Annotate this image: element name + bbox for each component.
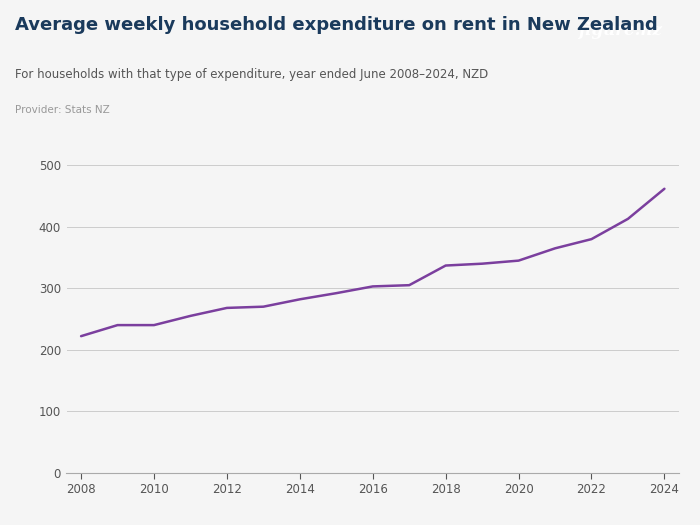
Text: figure.nz: figure.nz: [580, 22, 664, 39]
Text: Average weekly household expenditure on rent in New Zealand: Average weekly household expenditure on …: [15, 16, 658, 34]
Text: For households with that type of expenditure, year ended June 2008–2024, NZD: For households with that type of expendi…: [15, 68, 489, 81]
Text: Provider: Stats NZ: Provider: Stats NZ: [15, 105, 110, 115]
